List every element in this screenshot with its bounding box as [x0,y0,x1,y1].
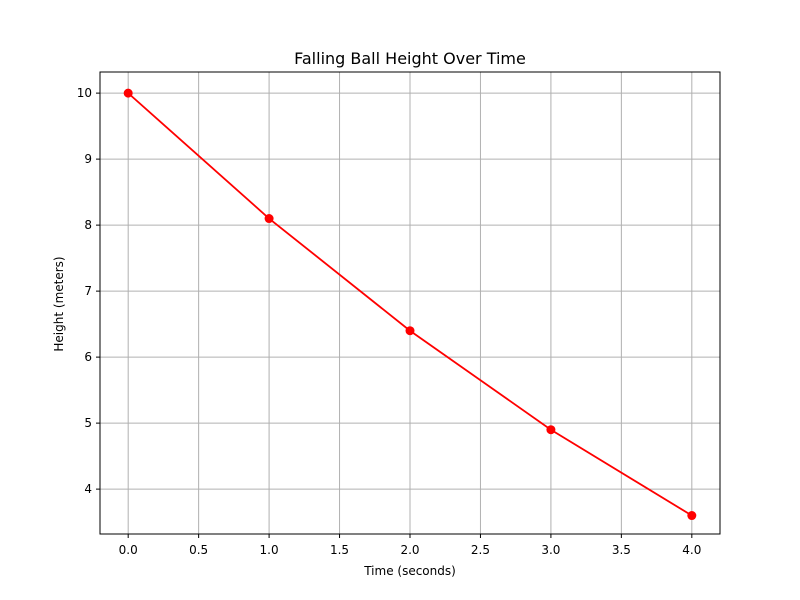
x-tick-label: 2.0 [400,543,419,557]
y-axis-label: Height (meters) [52,256,66,351]
series [123,88,697,521]
x-tick-label: 3.0 [541,543,560,557]
data-point [123,88,133,98]
data-point [264,214,274,224]
x-tick-label: 1.0 [260,543,279,557]
x-tick-label: 1.5 [330,543,349,557]
y-tick-label: 10 [77,86,92,100]
x-tick-label: 0.5 [189,543,208,557]
y-tick-label: 7 [84,284,92,298]
grid [100,72,720,534]
y-tick-label: 8 [84,218,92,232]
chart-title: Falling Ball Height Over Time [294,49,526,68]
x-tick-label: 3.5 [612,543,631,557]
axis-ticks: 0.0 0.5 1.0 1.5 2.0 2.5 3.0 3.5 4.0 4 5 6 7 8 9 10 [77,86,702,557]
x-tick-label: 0.0 [119,543,138,557]
data-point [405,326,415,336]
y-tick-label: 5 [84,416,92,430]
data-point [546,425,556,435]
y-tick-label: 4 [84,482,92,496]
plot-frame [99,71,721,535]
data-point [687,511,697,521]
y-tick-label: 9 [84,152,92,166]
y-tick-label: 6 [84,350,92,364]
x-tick-label: 4.0 [682,543,701,557]
x-tick-label: 2.5 [471,543,490,557]
x-axis-label: Time (seconds) [363,564,456,578]
